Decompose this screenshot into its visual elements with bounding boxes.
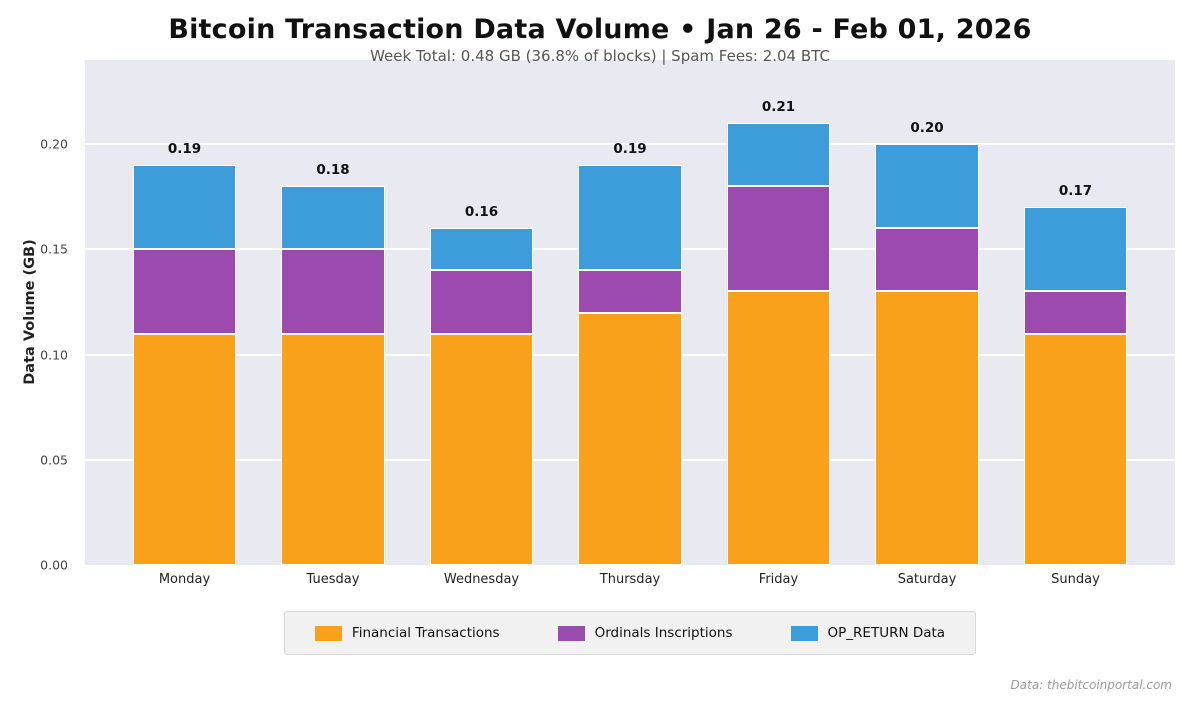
bar-segment bbox=[132, 165, 237, 250]
x-axis-tick-labels: Monday Tuesday Wednesday Thursday Friday Satu… bbox=[85, 572, 1175, 592]
bar-segment bbox=[281, 186, 385, 250]
x-tick-label: Monday bbox=[158, 572, 211, 587]
y-axis-tick-labels: 0.00 0.05 0.10 0.15 0.20 bbox=[0, 60, 78, 573]
bar-segment bbox=[281, 333, 385, 565]
bar-segment bbox=[875, 228, 979, 292]
bar-total-label: 0.19 bbox=[167, 141, 202, 158]
bar-segment bbox=[132, 333, 237, 565]
bar-segment bbox=[726, 186, 831, 292]
bar-segment bbox=[578, 165, 682, 271]
x-tick-label: Saturday bbox=[897, 572, 957, 587]
legend-item: Ordinals Inscriptions bbox=[557, 625, 733, 641]
bar-segment bbox=[132, 249, 237, 334]
chart-subtitle: Week Total: 0.48 GB (36.8% of blocks) | … bbox=[370, 47, 830, 65]
legend-label: OP_RETURN Data bbox=[827, 625, 946, 641]
bar-segment bbox=[875, 144, 979, 229]
legend-label: Ordinals Inscriptions bbox=[594, 625, 733, 641]
y-tick-label: 0.00 bbox=[40, 557, 68, 573]
legend-swatch bbox=[314, 625, 342, 641]
y-tick-label: 0.15 bbox=[40, 241, 68, 257]
bar-total-label: 0.16 bbox=[464, 204, 499, 221]
bar-segment bbox=[429, 228, 534, 271]
bar-segment bbox=[726, 291, 831, 565]
bar-segment bbox=[429, 270, 534, 334]
gridline bbox=[85, 143, 1175, 146]
x-tick-label: Friday bbox=[758, 572, 799, 587]
bar-segment bbox=[429, 333, 534, 565]
bar-segment bbox=[1023, 333, 1128, 565]
bar-segment bbox=[726, 123, 831, 187]
legend-item: Financial Transactions bbox=[314, 625, 500, 641]
source-credit: Data: thebitcoinportal.com bbox=[1010, 678, 1172, 692]
bar-segment bbox=[578, 270, 682, 313]
bar-total-label: 0.18 bbox=[316, 162, 350, 179]
legend-swatch bbox=[557, 625, 585, 641]
x-tick-label: Thursday bbox=[599, 572, 661, 587]
plot-area: 0.19 0.18 0.16 0.19 0.21 0.20 0.17 bbox=[85, 60, 1175, 565]
legend-swatch bbox=[790, 625, 818, 641]
x-tick-label: Sunday bbox=[1051, 572, 1100, 587]
y-tick-label: 0.05 bbox=[40, 452, 68, 468]
bar-total-label: 0.21 bbox=[761, 99, 796, 116]
legend-label: Financial Transactions bbox=[351, 625, 500, 641]
x-tick-label: Tuesday bbox=[306, 572, 360, 587]
x-tick-label: Wednesday bbox=[443, 572, 520, 587]
bar-segment bbox=[281, 249, 385, 334]
legend-item: OP_RETURN Data bbox=[790, 625, 946, 641]
bar-segment bbox=[875, 291, 979, 565]
bar-segment bbox=[1023, 291, 1128, 334]
y-tick-label: 0.10 bbox=[40, 347, 68, 363]
bar-total-label: 0.20 bbox=[910, 120, 944, 137]
bar-total-label: 0.19 bbox=[613, 141, 647, 158]
bar-total-label: 0.17 bbox=[1058, 183, 1093, 200]
legend: Financial Transactions Ordinals Inscripti… bbox=[283, 611, 977, 655]
legend-container: Financial Transactions Ordinals Inscripti… bbox=[85, 611, 1175, 655]
y-tick-label: 0.20 bbox=[40, 136, 68, 152]
bar-segment bbox=[1023, 207, 1128, 292]
bar-segment bbox=[578, 312, 682, 565]
chart-title: Bitcoin Transaction Data Volume • Jan 26… bbox=[168, 14, 1032, 45]
